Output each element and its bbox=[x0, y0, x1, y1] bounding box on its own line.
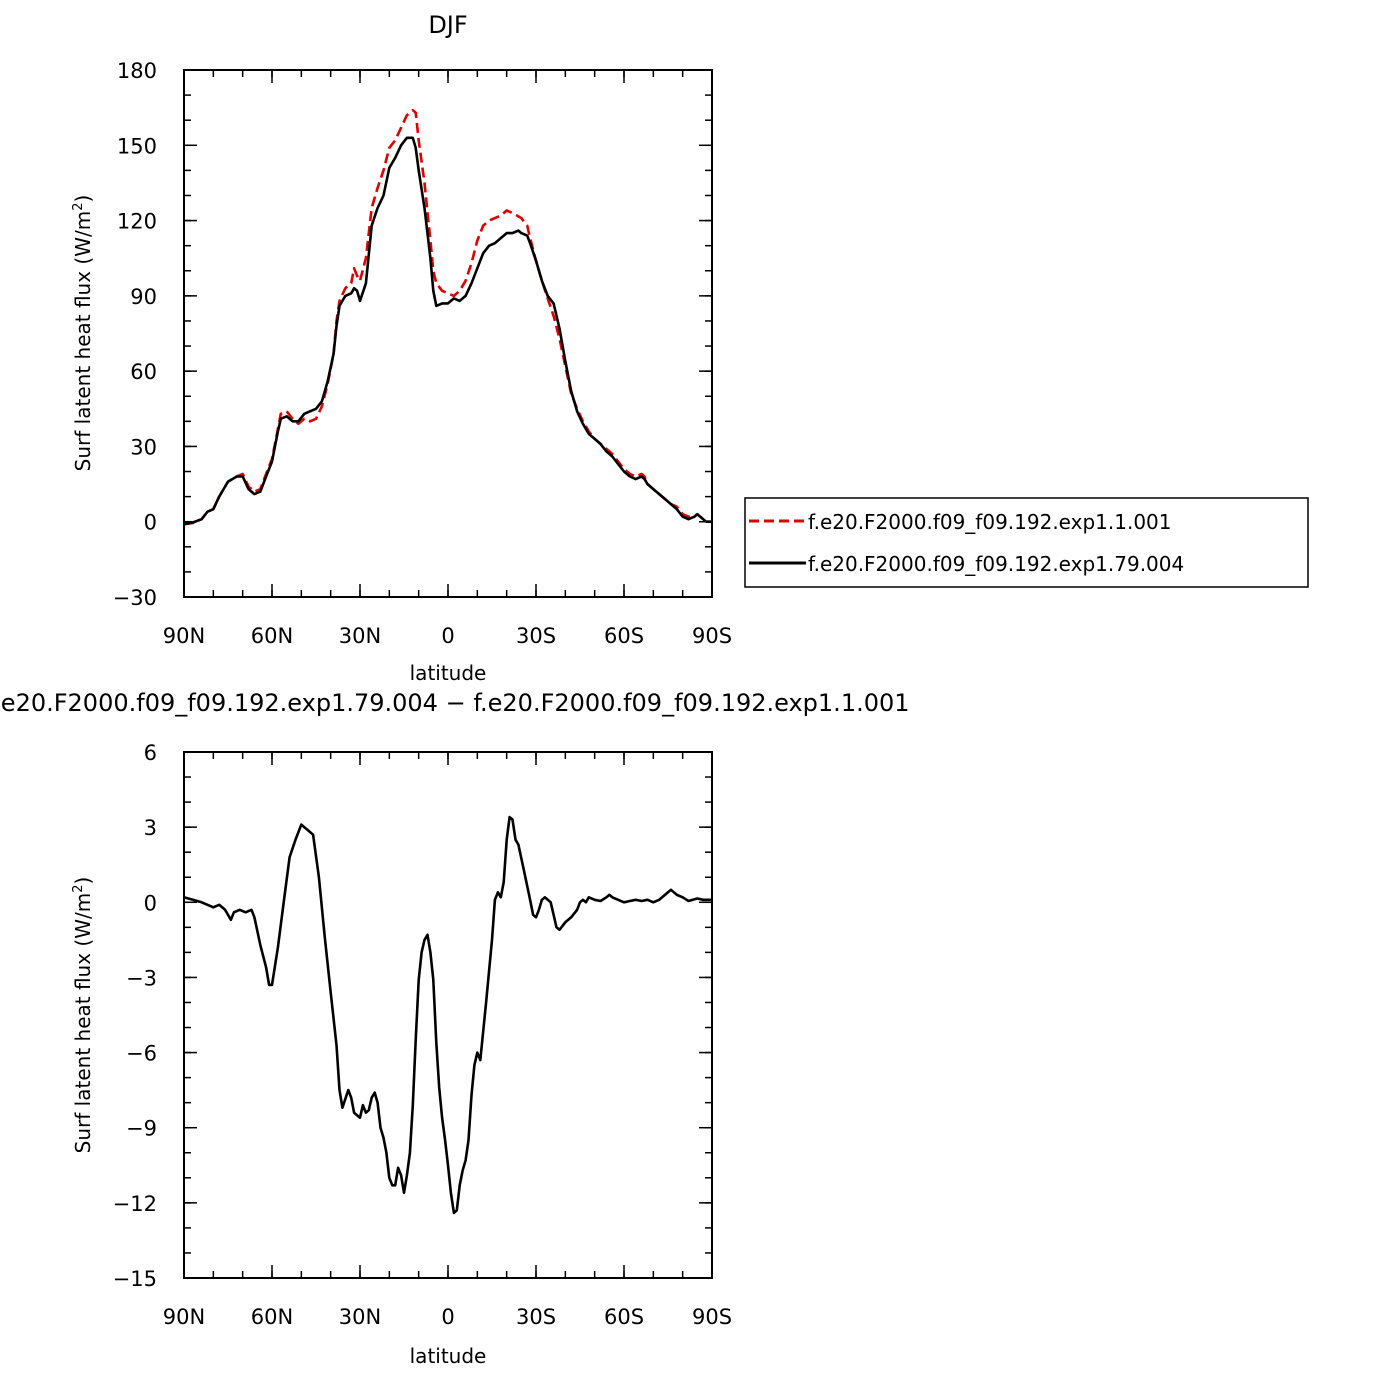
x-tick-label: 60S bbox=[604, 1305, 644, 1329]
plot-frame bbox=[183, 751, 713, 1279]
y-tick-label: 30 bbox=[130, 435, 157, 459]
axis-ticks bbox=[183, 69, 713, 598]
x-tick-label: 90S bbox=[692, 624, 732, 648]
legend-label-control: f.e20.F2000.f09_f09.192.exp1.1.001 bbox=[808, 510, 1172, 534]
series-line-1 bbox=[183, 108, 712, 526]
y-tick-label: −6 bbox=[126, 1042, 157, 1066]
series-line-1 bbox=[183, 815, 712, 1215]
top-plot-area: 90N 60N 30N 0 30S 60S 90S −30 0 30 60 90 120 150 180 bbox=[113, 59, 732, 648]
difference-title: f.e20.F2000.f09_f09.192.exp1.79.004 − f.… bbox=[0, 689, 910, 717]
x-tick-label: 90S bbox=[692, 1305, 732, 1329]
y-tick-label: −30 bbox=[113, 586, 157, 610]
legend: f.e20.F2000.f09_f09.192.exp1.1.001 f.e20… bbox=[744, 497, 1309, 588]
y-tick-label: 180 bbox=[117, 59, 157, 83]
x-tick-label: 60N bbox=[251, 624, 293, 648]
y-tick-label: 0 bbox=[144, 891, 157, 915]
y-axis-label: Surf latent heat flux (W/m2) bbox=[71, 195, 95, 472]
y-tick-label: 3 bbox=[144, 816, 157, 840]
x-axis-label: latitude bbox=[410, 661, 487, 685]
y-tick-label: −3 bbox=[126, 966, 157, 990]
x-tick-label: 30N bbox=[339, 624, 381, 648]
y-tick-label: −15 bbox=[113, 1267, 157, 1291]
series-line-2 bbox=[183, 136, 712, 526]
x-tick-label: 60S bbox=[604, 624, 644, 648]
x-tick-label: 30N bbox=[339, 1305, 381, 1329]
x-tick-label: 30S bbox=[516, 1305, 556, 1329]
bottom-plot-area: 90N 60N 30N 0 30S 60S 90S −15 −12 −9 −6 −3 0 3 6 bbox=[113, 741, 732, 1329]
axis-ticks bbox=[183, 751, 713, 1279]
x-tick-label: 0 bbox=[441, 624, 454, 648]
plot-frame bbox=[183, 69, 713, 598]
legend-box bbox=[744, 497, 1309, 588]
x-axis-label: latitude bbox=[410, 1344, 487, 1368]
chart-title: DJF bbox=[428, 11, 467, 39]
x-tick-label: 60N bbox=[251, 1305, 293, 1329]
y-tick-label: 60 bbox=[130, 360, 157, 384]
top-panel: DJF 90N 60N 30N 0 30S 60S 90S −30 0 30 60 90 120 150 1… bbox=[71, 11, 1309, 685]
x-tick-label: 90N bbox=[163, 1305, 205, 1329]
x-tick-label: 0 bbox=[441, 1305, 454, 1329]
y-tick-label: 0 bbox=[144, 511, 157, 535]
x-tick-label: 90N bbox=[163, 624, 205, 648]
y-tick-label: −9 bbox=[126, 1117, 157, 1141]
y-axis-label: Surf latent heat flux (W/m2) bbox=[71, 877, 95, 1154]
bottom-panel: f.e20.F2000.f09_f09.192.exp1.79.004 − f.… bbox=[0, 689, 910, 1368]
y-tick-label: 150 bbox=[117, 134, 157, 158]
x-tick-label: 30S bbox=[516, 624, 556, 648]
legend-label-experiment: f.e20.F2000.f09_f09.192.exp1.79.004 bbox=[808, 552, 1184, 576]
y-tick-label: 6 bbox=[144, 741, 157, 765]
y-tick-label: 90 bbox=[130, 285, 157, 309]
y-tick-label: −12 bbox=[113, 1192, 157, 1216]
y-tick-label: 120 bbox=[117, 210, 157, 234]
